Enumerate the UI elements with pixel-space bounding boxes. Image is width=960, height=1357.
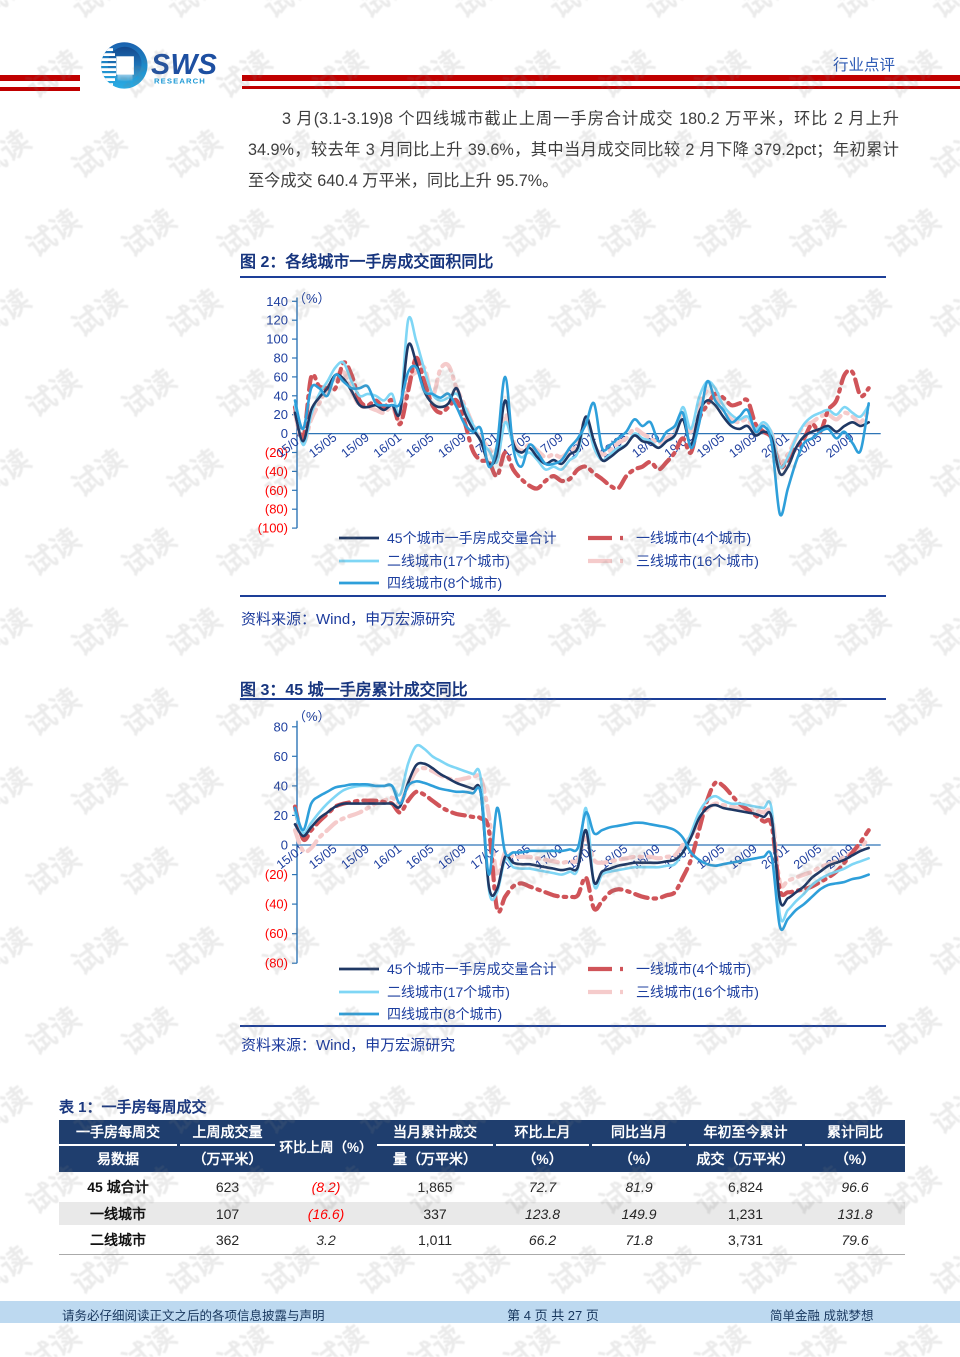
svg-text:20: 20: [274, 808, 288, 823]
svg-text:120: 120: [266, 313, 288, 328]
svg-text:19/05: 19/05: [694, 842, 727, 872]
svg-text:(60): (60): [265, 926, 288, 941]
svg-text:16/01: 16/01: [371, 842, 404, 872]
svg-text:(40): (40): [265, 897, 288, 912]
svg-text:19/05: 19/05: [694, 430, 727, 460]
svg-text:140: 140: [266, 294, 288, 309]
svg-text:20: 20: [274, 407, 288, 422]
svg-text:100: 100: [266, 332, 288, 347]
svg-text:60: 60: [274, 749, 288, 764]
svg-text:16/09: 16/09: [436, 430, 469, 460]
svg-text:16/01: 16/01: [371, 430, 404, 460]
svg-text:60: 60: [274, 369, 288, 384]
svg-text:(80): (80): [265, 956, 288, 971]
svg-text:0: 0: [281, 426, 288, 441]
svg-text:80: 80: [274, 719, 288, 734]
svg-text:40: 40: [274, 388, 288, 403]
svg-text:(100): (100): [258, 521, 288, 535]
svg-text:16/09: 16/09: [436, 842, 469, 872]
svg-text:15/05: 15/05: [306, 430, 339, 460]
svg-text:19/09: 19/09: [726, 842, 759, 872]
svg-text:0: 0: [281, 838, 288, 853]
svg-text:15/09: 15/09: [339, 842, 372, 872]
svg-text:16/05: 16/05: [403, 430, 436, 460]
svg-text:RESEARCH: RESEARCH: [154, 77, 206, 86]
svg-text:16/05: 16/05: [403, 842, 436, 872]
svg-text:(40): (40): [265, 464, 288, 479]
svg-text:(60): (60): [265, 483, 288, 498]
svg-text:15/09: 15/09: [339, 430, 372, 460]
svg-text:40: 40: [274, 778, 288, 793]
svg-text:80: 80: [274, 351, 288, 366]
svg-text:(80): (80): [265, 502, 288, 517]
